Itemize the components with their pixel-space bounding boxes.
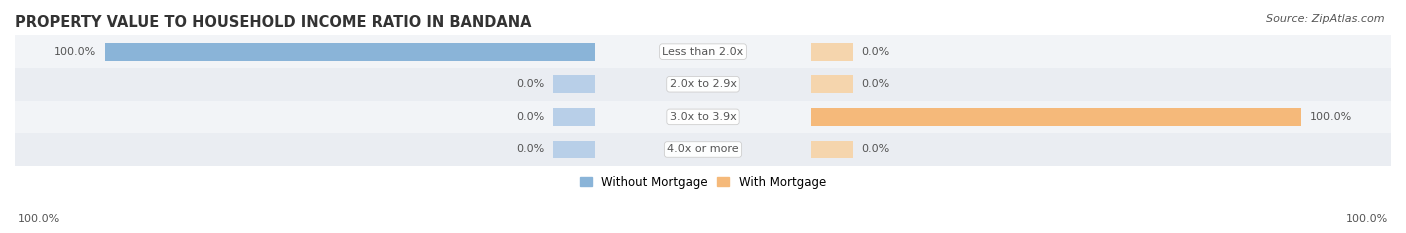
Text: 0.0%: 0.0%: [516, 144, 544, 154]
Bar: [554, 75, 595, 93]
Text: 0.0%: 0.0%: [516, 112, 544, 122]
Bar: [104, 43, 595, 61]
Bar: [554, 108, 595, 126]
Bar: [15, 101, 1391, 133]
Legend: Without Mortgage, With Mortgage: Without Mortgage, With Mortgage: [581, 176, 825, 188]
Bar: [15, 35, 1391, 68]
Text: 4.0x or more: 4.0x or more: [668, 144, 738, 154]
Text: PROPERTY VALUE TO HOUSEHOLD INCOME RATIO IN BANDANA: PROPERTY VALUE TO HOUSEHOLD INCOME RATIO…: [15, 15, 531, 30]
Bar: [811, 140, 852, 158]
Bar: [554, 140, 595, 158]
Text: 100.0%: 100.0%: [1346, 214, 1388, 224]
Text: 0.0%: 0.0%: [862, 79, 890, 89]
Text: 100.0%: 100.0%: [1310, 112, 1353, 122]
Text: 3.0x to 3.9x: 3.0x to 3.9x: [669, 112, 737, 122]
Bar: [811, 43, 852, 61]
Text: 100.0%: 100.0%: [53, 47, 96, 57]
Bar: [811, 108, 1302, 126]
Text: 0.0%: 0.0%: [516, 79, 544, 89]
Text: Source: ZipAtlas.com: Source: ZipAtlas.com: [1267, 14, 1385, 24]
Bar: [811, 75, 852, 93]
Text: Less than 2.0x: Less than 2.0x: [662, 47, 744, 57]
Text: 0.0%: 0.0%: [862, 47, 890, 57]
Text: 2.0x to 2.9x: 2.0x to 2.9x: [669, 79, 737, 89]
Bar: [15, 133, 1391, 166]
Text: 100.0%: 100.0%: [18, 214, 60, 224]
Bar: [15, 68, 1391, 101]
Text: 0.0%: 0.0%: [862, 144, 890, 154]
